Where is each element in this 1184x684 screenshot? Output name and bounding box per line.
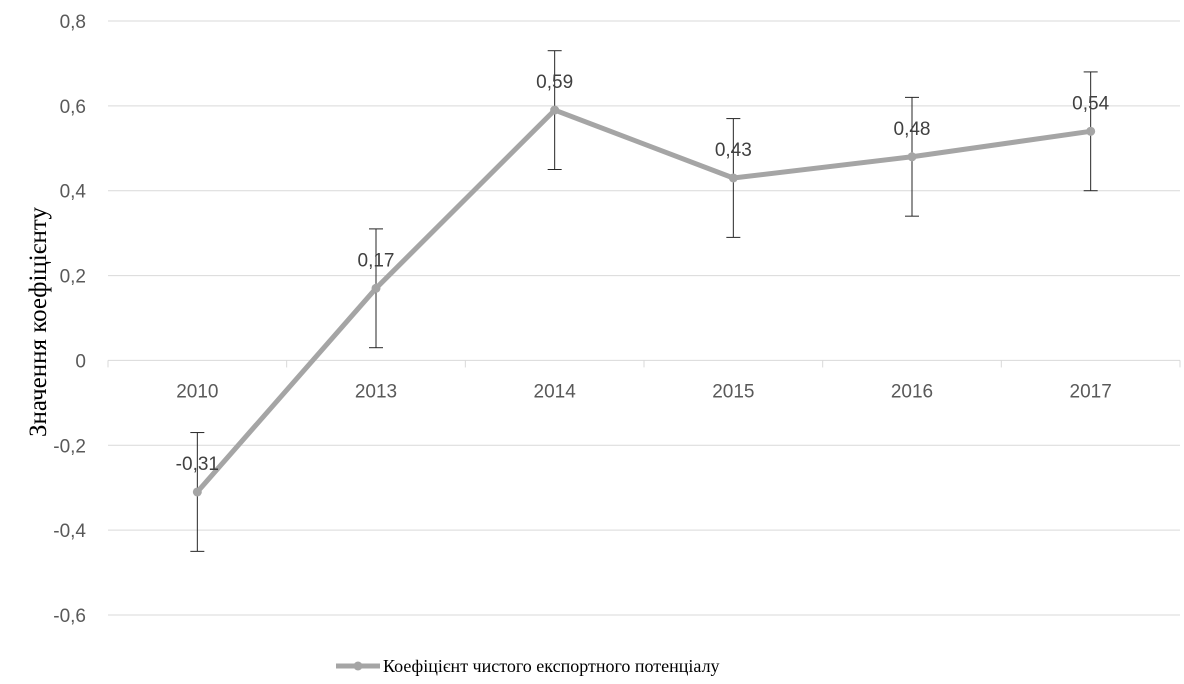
y-axis-label: Значення коефіцієнту (25, 207, 52, 437)
y-axis-ticks: 0,8 0,6 0,4 0,2 0 -0,2 -0,4 -0,6 (53, 12, 86, 627)
data-point (371, 283, 381, 293)
data-point (728, 173, 738, 183)
data-point (907, 152, 917, 162)
x-tick-label: 2016 (891, 381, 933, 402)
x-axis: 2010 2013 2014 2015 2016 2017 (107, 359, 1181, 402)
error-bars (190, 50, 1098, 552)
data-label: 0,48 (894, 119, 931, 140)
y-tick-label: 0,8 (60, 12, 86, 33)
data-label: -0,31 (176, 454, 219, 475)
y-tick-label: 0,6 (60, 97, 86, 118)
data-label: 0,17 (358, 250, 395, 271)
series-line-path (194, 107, 1094, 495)
data-label: 0,59 (536, 72, 573, 93)
legend-point-marker (353, 661, 363, 671)
x-tick-label: 2017 (1070, 381, 1112, 402)
y-tick-label: 0,2 (60, 267, 86, 288)
y-tick-label: -0,4 (53, 521, 86, 542)
x-tick-label: 2010 (176, 381, 218, 402)
data-label: 0,54 (1072, 93, 1109, 114)
data-point (1086, 126, 1096, 136)
data-label: 0,43 (715, 140, 752, 161)
x-tick-label: 2014 (534, 381, 577, 402)
data-labels: -0,31 0,17 0,59 0,43 0,48 0,54 (176, 72, 1110, 475)
data-points (192, 105, 1096, 497)
legend: Коефіцієнт чистого експортного потенціал… (336, 656, 720, 676)
data-point (550, 105, 560, 115)
gridlines (108, 20, 1180, 616)
y-tick-label: -0,6 (53, 606, 86, 627)
x-tick-label: 2015 (712, 381, 754, 402)
y-tick-label: 0 (75, 351, 86, 372)
data-point (192, 487, 202, 497)
x-tick-label: 2013 (355, 381, 397, 402)
y-tick-label: -0,2 (53, 436, 86, 457)
series-line (194, 107, 1094, 495)
legend-entry: Коефіцієнт чистого експортного потенціал… (383, 656, 720, 676)
y-tick-label: 0,4 (60, 182, 87, 203)
